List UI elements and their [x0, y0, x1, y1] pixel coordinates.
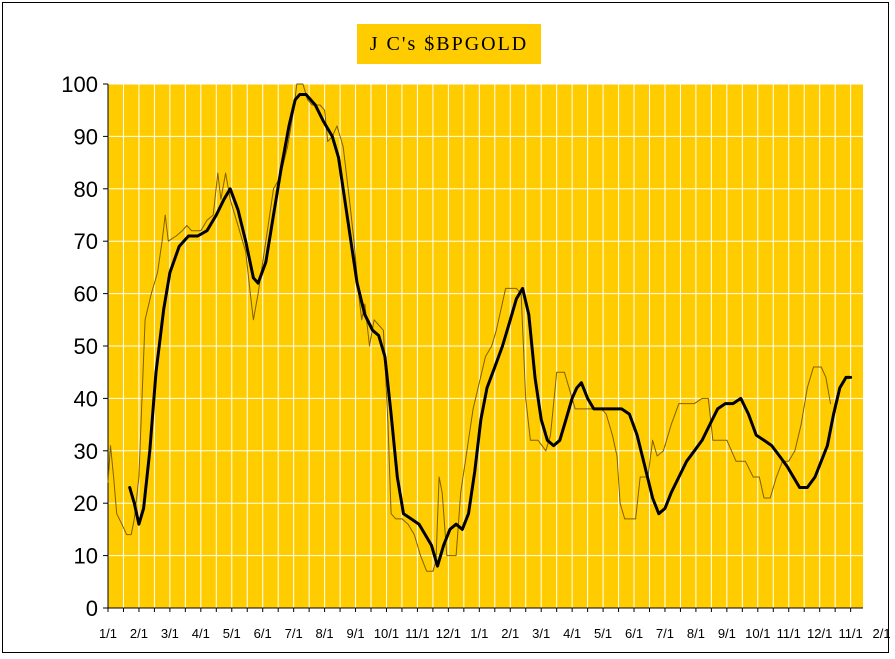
y-tick-label: 80	[74, 177, 98, 202]
x-tick-label: 6/1	[254, 626, 272, 641]
x-tick-label: 11/1	[838, 626, 862, 641]
y-tick-label: 40	[74, 386, 98, 411]
x-tick-label: 2/1	[130, 626, 148, 641]
axes	[103, 83, 863, 612]
x-tick-label: 12/1	[436, 626, 461, 641]
y-tick-label: 90	[74, 124, 98, 149]
x-tick-label: 11/1	[405, 626, 429, 641]
x-tick-labels: 1/1 2/1 3/1 4/1 5/1 6/1 7/1 8/1 9/1 10/1 11/1 12/1 1…	[99, 626, 891, 641]
x-tick-label: 10/1	[745, 626, 770, 641]
y-tick-label: 20	[74, 491, 98, 516]
y-tick-labels: 0 10 20 30 40 50 60 70 80 90 100	[61, 72, 98, 621]
y-tick-label: 0	[86, 596, 98, 621]
y-tick-label: 10	[74, 544, 98, 569]
x-tick-label: 7/1	[285, 626, 303, 641]
x-tick-label: 9/1	[718, 626, 736, 641]
x-tick-label: 2/1	[501, 626, 519, 641]
x-tick-label: 12/1	[807, 626, 832, 641]
x-tick-label: 8/1	[316, 626, 334, 641]
chart-title: J C's $BPGOLD	[357, 24, 541, 64]
series-lines	[107, 83, 853, 572]
x-tick-label: 2/1	[873, 626, 891, 641]
x-tick-label: 9/1	[347, 626, 365, 641]
x-tick-label: 5/1	[223, 626, 241, 641]
x-tick-label: 1/1	[470, 626, 488, 641]
x-tick-label: 4/1	[563, 626, 581, 641]
x-tick-label: 5/1	[594, 626, 612, 641]
x-tick-label: 4/1	[192, 626, 210, 641]
x-tick-label: 3/1	[532, 626, 550, 641]
series-line-raw	[107, 83, 831, 572]
x-tick-label: 11/1	[777, 626, 801, 641]
y-tick-label: 70	[74, 229, 98, 254]
grid-lines	[108, 83, 863, 608]
x-tick-label: 8/1	[687, 626, 705, 641]
y-tick-label: 60	[74, 282, 98, 307]
x-tick-label: 6/1	[625, 626, 643, 641]
x-tick-label: 3/1	[161, 626, 179, 641]
x-tick-label: 7/1	[656, 626, 674, 641]
y-tick-label: 50	[74, 334, 98, 359]
series-line-smoothed	[128, 93, 853, 568]
x-tick-label: 1/1	[99, 626, 117, 641]
y-tick-label: 100	[61, 72, 98, 97]
x-tick-label: 10/1	[374, 626, 399, 641]
y-tick-label: 30	[74, 439, 98, 464]
